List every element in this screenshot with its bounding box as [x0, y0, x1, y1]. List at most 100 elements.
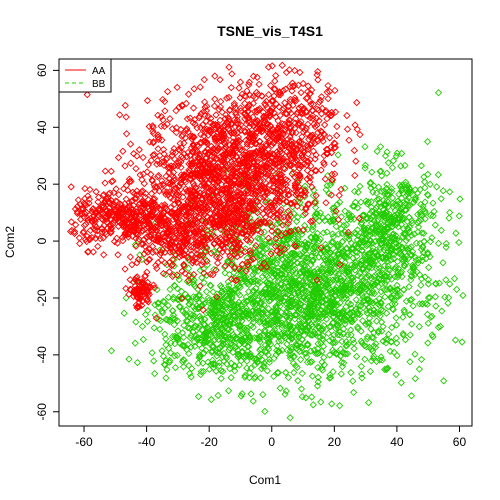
- point-bb: [427, 181, 433, 187]
- point-bb: [291, 370, 297, 376]
- point-bb: [309, 394, 315, 400]
- point-aa: [162, 99, 168, 105]
- point-aa: [325, 83, 331, 89]
- point-bb: [250, 398, 256, 404]
- point-aa: [77, 241, 83, 247]
- point-aa: [162, 108, 168, 114]
- point-aa: [323, 200, 329, 206]
- point-bb: [428, 314, 434, 320]
- point-aa: [346, 137, 352, 143]
- point-bb: [438, 227, 444, 233]
- point-aa: [115, 155, 121, 161]
- point-bb: [419, 356, 425, 362]
- point-bb: [446, 215, 452, 221]
- point-bb: [132, 340, 138, 346]
- chart-title: TSNE_vis_T4S1: [217, 23, 323, 39]
- point-aa: [68, 184, 74, 190]
- point-aa: [201, 77, 207, 83]
- point-bb: [330, 369, 336, 375]
- point-aa: [336, 192, 342, 198]
- point-bb: [208, 397, 214, 403]
- point-bb: [369, 169, 375, 175]
- point-aa: [120, 148, 126, 154]
- point-bb: [384, 310, 390, 316]
- point-aa: [331, 161, 337, 167]
- point-bb: [454, 286, 460, 292]
- point-bb: [374, 148, 380, 154]
- point-bb: [123, 295, 129, 301]
- point-bb: [335, 152, 341, 158]
- point-aa: [165, 89, 171, 95]
- point-bb: [338, 214, 344, 220]
- point-bb: [351, 340, 357, 346]
- point-aa: [113, 186, 119, 192]
- point-bb: [432, 222, 438, 228]
- point-bb: [445, 300, 451, 306]
- point-aa: [327, 135, 333, 141]
- point-bb: [439, 308, 445, 314]
- point-bb: [354, 353, 360, 359]
- point-bb: [406, 284, 412, 290]
- point-aa: [315, 77, 321, 83]
- point-bb: [159, 348, 165, 354]
- point-bb: [378, 144, 384, 150]
- point-bb: [382, 294, 388, 300]
- point-bb: [329, 401, 335, 407]
- point-bb: [298, 357, 304, 363]
- point-bb: [228, 375, 234, 381]
- point-bb: [152, 312, 158, 318]
- point-bb: [435, 172, 441, 178]
- point-bb: [204, 289, 210, 295]
- point-bb: [408, 393, 414, 399]
- point-aa: [256, 81, 262, 87]
- point-bb: [140, 336, 146, 342]
- point-aa: [128, 160, 134, 166]
- point-aa: [84, 92, 90, 98]
- point-bb: [416, 324, 422, 330]
- point-bb: [215, 392, 221, 398]
- point-bb: [149, 350, 155, 356]
- point-bb: [456, 213, 462, 219]
- point-bb: [210, 289, 216, 295]
- point-bb: [310, 402, 316, 408]
- point-bb: [134, 360, 140, 366]
- point-aa: [344, 113, 350, 119]
- point-bb: [198, 372, 204, 378]
- point-bb: [198, 369, 204, 375]
- point-aa: [148, 171, 154, 177]
- point-bb: [440, 260, 446, 266]
- point-aa: [174, 84, 180, 90]
- point-bb: [410, 303, 416, 309]
- point-bb: [338, 371, 344, 377]
- point-aa: [123, 114, 129, 120]
- point-aa: [212, 73, 218, 79]
- point-aa: [197, 84, 203, 90]
- point-bb: [407, 332, 413, 338]
- point-bb: [299, 370, 305, 376]
- point-bb: [460, 292, 466, 298]
- point-bb: [350, 378, 356, 384]
- point-bb: [425, 139, 431, 145]
- point-aa: [167, 116, 173, 122]
- point-bb: [441, 378, 447, 384]
- point-aa: [95, 243, 101, 249]
- point-bb: [287, 415, 293, 421]
- point-bb: [434, 184, 440, 190]
- point-aa: [87, 187, 93, 193]
- point-aa: [322, 122, 328, 128]
- point-aa: [117, 112, 123, 118]
- point-bb: [348, 370, 354, 376]
- point-bb: [407, 359, 413, 365]
- point-aa: [124, 131, 130, 137]
- point-bb: [459, 339, 465, 345]
- point-aa: [229, 71, 235, 77]
- point-bb: [453, 230, 459, 236]
- point-bb: [447, 210, 453, 216]
- point-aa: [122, 102, 128, 108]
- point-bb: [362, 356, 368, 362]
- point-bb: [262, 408, 268, 414]
- point-bb: [260, 392, 266, 398]
- point-aa: [332, 87, 338, 93]
- point-bb: [374, 318, 380, 324]
- point-bb: [393, 372, 399, 378]
